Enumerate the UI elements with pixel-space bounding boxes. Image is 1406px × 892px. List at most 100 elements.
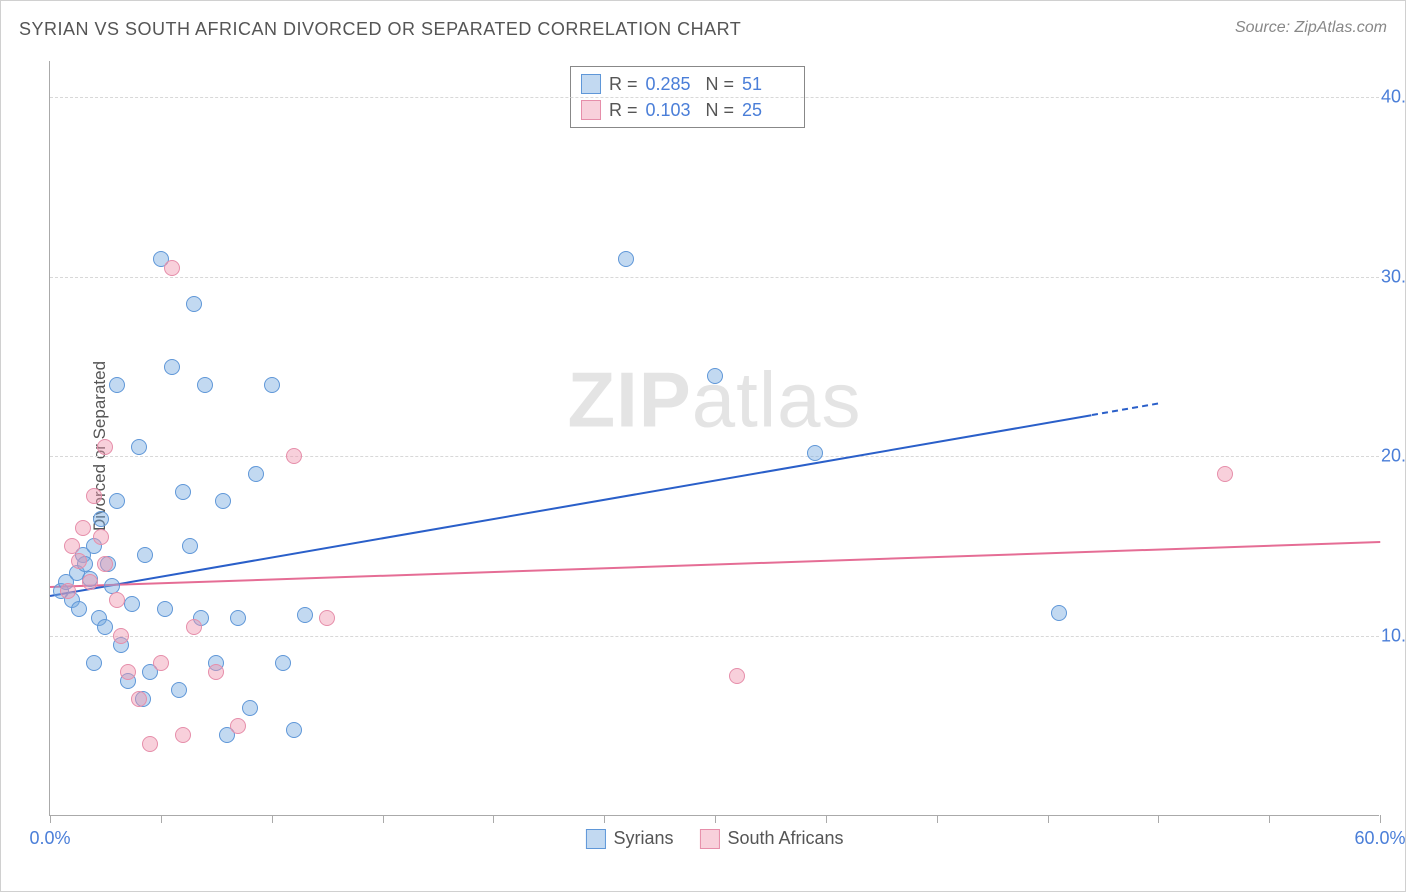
x-tick — [604, 815, 605, 823]
data-point — [60, 583, 76, 599]
x-tick — [1048, 815, 1049, 823]
data-point — [93, 511, 109, 527]
x-tick — [161, 815, 162, 823]
x-tick — [493, 815, 494, 823]
legend-row: R = 0.103 N = 25 — [581, 97, 794, 123]
series-legend: Syrians South Africans — [585, 828, 843, 849]
x-tick — [715, 815, 716, 823]
x-tick-label: 0.0% — [29, 828, 70, 849]
legend-n-value: 51 — [742, 71, 794, 97]
data-point — [86, 488, 102, 504]
data-point — [109, 377, 125, 393]
data-point — [230, 718, 246, 734]
y-tick-label: 30.0% — [1381, 266, 1406, 287]
x-tick — [50, 815, 51, 823]
data-point — [215, 493, 231, 509]
x-tick-label: 60.0% — [1354, 828, 1405, 849]
legend-item: Syrians — [585, 828, 673, 849]
data-point — [264, 377, 280, 393]
scatter-plot-area: ZIPatlas R =0.285N =51R =0.103N =25 Syri… — [49, 61, 1379, 816]
data-point — [275, 655, 291, 671]
data-point — [82, 574, 98, 590]
legend-swatch — [581, 100, 601, 120]
data-point — [137, 547, 153, 563]
data-point — [113, 628, 129, 644]
chart-container: SYRIAN VS SOUTH AFRICAN DIVORCED OR SEPA… — [0, 0, 1406, 892]
data-point — [286, 448, 302, 464]
data-point — [286, 722, 302, 738]
trend-line — [1092, 403, 1159, 417]
data-point — [86, 655, 102, 671]
x-tick — [1380, 815, 1381, 823]
data-point — [242, 700, 258, 716]
data-point — [97, 556, 113, 572]
data-point — [153, 655, 169, 671]
y-tick-label: 20.0% — [1381, 446, 1406, 467]
legend-series-label: Syrians — [613, 828, 673, 849]
legend-n-label: N = — [706, 97, 735, 123]
data-point — [157, 601, 173, 617]
source-attribution: Source: ZipAtlas.com — [1235, 19, 1387, 37]
data-point — [297, 607, 313, 623]
data-point — [175, 727, 191, 743]
data-point — [248, 466, 264, 482]
x-tick — [1269, 815, 1270, 823]
x-tick — [826, 815, 827, 823]
x-tick — [937, 815, 938, 823]
data-point — [109, 592, 125, 608]
data-point — [131, 691, 147, 707]
data-point — [618, 251, 634, 267]
legend-r-value: 0.285 — [646, 71, 698, 97]
legend-r-label: R = — [609, 97, 638, 123]
data-point — [807, 445, 823, 461]
legend-n-label: N = — [706, 71, 735, 97]
data-point — [71, 553, 87, 569]
data-point — [197, 377, 213, 393]
trend-line — [50, 541, 1380, 588]
x-tick — [1158, 815, 1159, 823]
data-point — [182, 538, 198, 554]
data-point — [729, 668, 745, 684]
x-tick — [272, 815, 273, 823]
data-point — [164, 359, 180, 375]
data-point — [93, 529, 109, 545]
data-point — [131, 439, 147, 455]
legend-r-value: 0.103 — [646, 97, 698, 123]
data-point — [97, 439, 113, 455]
data-point — [186, 296, 202, 312]
legend-r-label: R = — [609, 71, 638, 97]
x-tick — [383, 815, 384, 823]
data-point — [1217, 466, 1233, 482]
data-point — [175, 484, 191, 500]
legend-row: R = 0.285 N = 51 — [581, 71, 794, 97]
data-point — [208, 664, 224, 680]
legend-series-label: South Africans — [727, 828, 843, 849]
legend-item: South Africans — [699, 828, 843, 849]
data-point — [319, 610, 335, 626]
data-point — [1051, 605, 1067, 621]
y-tick-label: 40.0% — [1381, 86, 1406, 107]
legend-swatch — [585, 829, 605, 849]
data-point — [124, 596, 140, 612]
data-point — [707, 368, 723, 384]
data-point — [71, 601, 87, 617]
grid-line — [50, 277, 1379, 278]
data-point — [230, 610, 246, 626]
grid-line — [50, 636, 1379, 637]
data-point — [97, 619, 113, 635]
legend-swatch — [581, 74, 601, 94]
data-point — [109, 493, 125, 509]
legend-swatch — [699, 829, 719, 849]
chart-title: SYRIAN VS SOUTH AFRICAN DIVORCED OR SEPA… — [19, 19, 741, 40]
data-point — [142, 736, 158, 752]
data-point — [75, 520, 91, 536]
y-tick-label: 10.0% — [1381, 626, 1406, 647]
watermark-bold: ZIP — [567, 356, 691, 444]
grid-line — [50, 97, 1379, 98]
legend-n-value: 25 — [742, 97, 794, 123]
data-point — [171, 682, 187, 698]
data-point — [186, 619, 202, 635]
data-point — [120, 664, 136, 680]
grid-line — [50, 456, 1379, 457]
data-point — [164, 260, 180, 276]
